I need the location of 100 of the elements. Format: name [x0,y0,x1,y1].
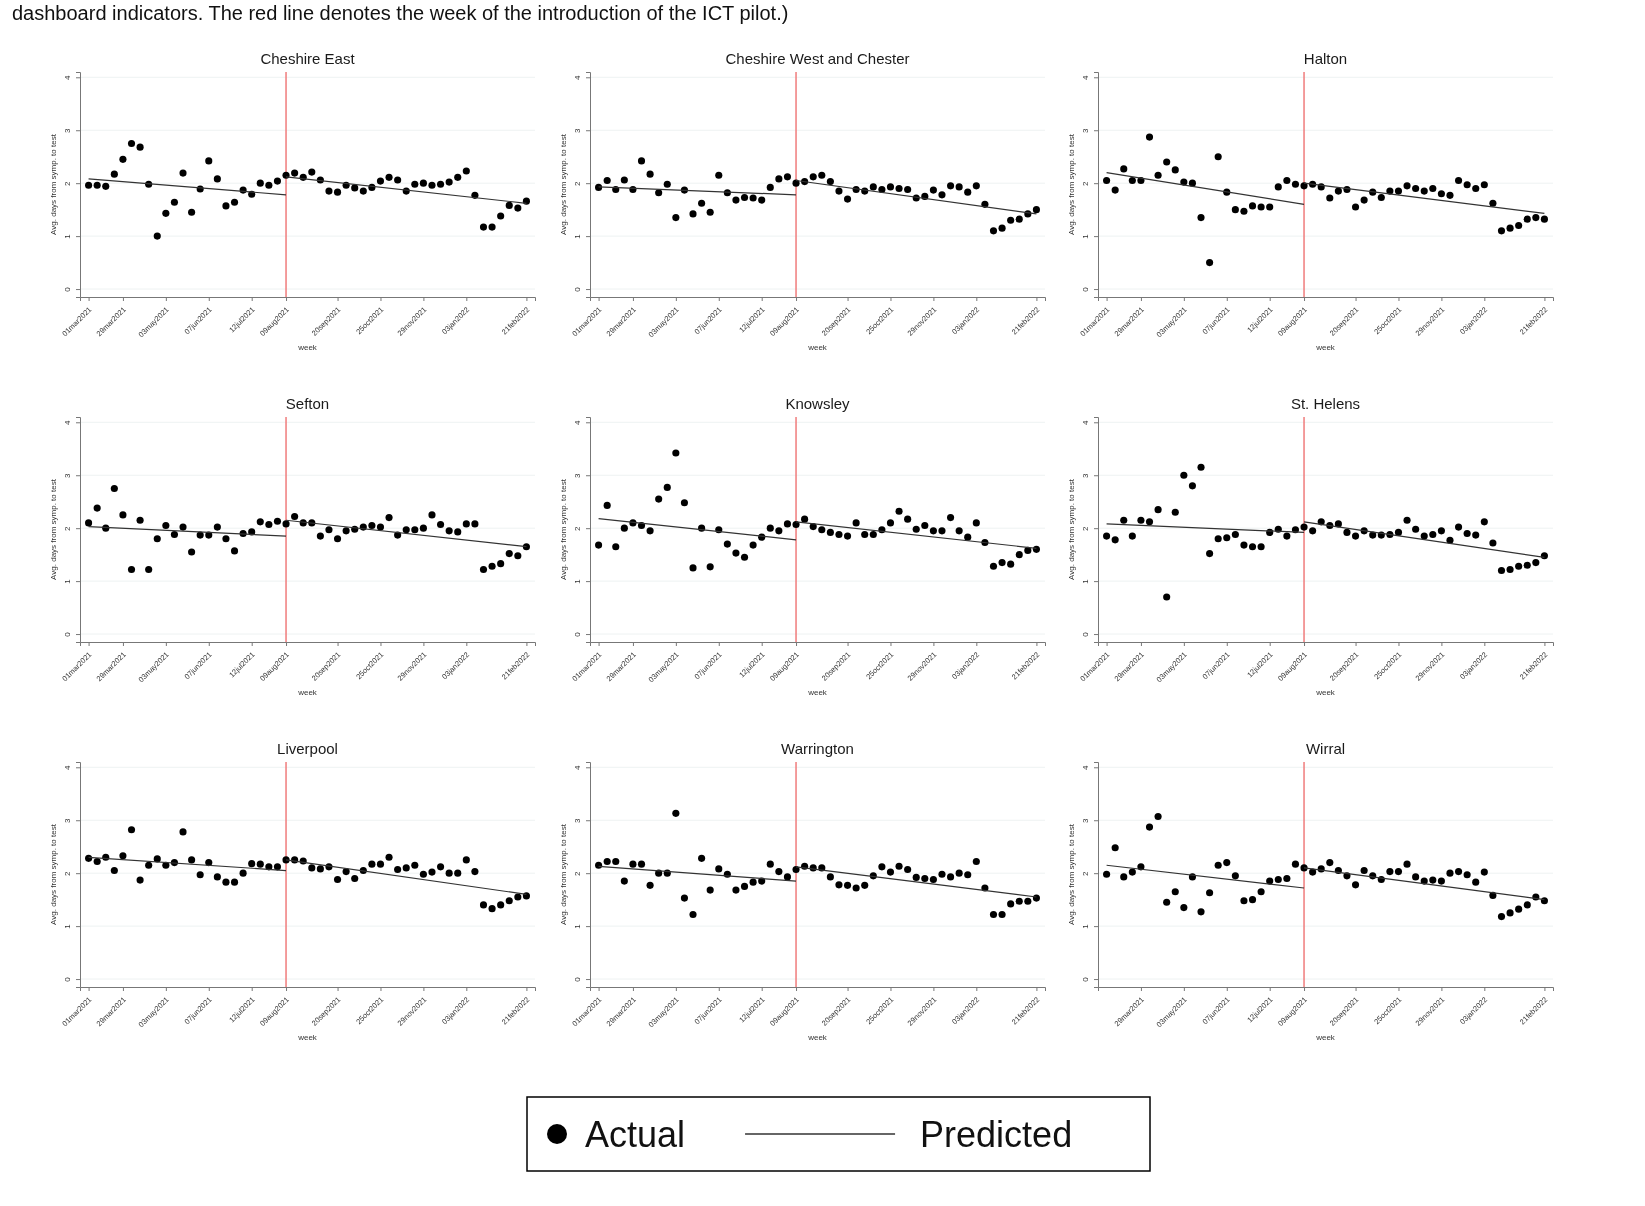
point [1015,551,1023,559]
point [119,511,127,519]
point [1351,203,1360,211]
point [672,809,680,817]
point [93,857,101,866]
point [689,910,697,919]
point [801,515,809,523]
point [1120,165,1128,173]
point [1394,868,1403,876]
point [127,565,136,574]
point [85,181,93,189]
chart-title: Liverpool [277,740,338,757]
point [222,535,230,543]
point [488,905,496,913]
point [672,214,680,222]
y-tick-label: 4 [573,420,582,426]
point [1420,187,1428,195]
y-tick-label: 1 [1081,233,1090,239]
point [947,182,955,190]
y-axis-title: Avg. days from symp. to test [49,478,58,580]
point [680,499,688,507]
point [1446,191,1454,199]
point [1472,878,1480,886]
point [1274,183,1282,191]
point [222,202,230,210]
point [471,520,479,528]
point [265,181,273,189]
chart-title: Cheshire East [260,50,356,67]
point [488,223,496,231]
y-axis-title: Avg. days from symp. to test [49,133,58,235]
point [1463,529,1471,538]
y-tick-label: 1 [63,233,72,239]
point [947,514,955,522]
y-tick-label: 0 [63,976,72,982]
point [1154,506,1162,514]
x-axis-title: week [1315,343,1336,352]
point [479,223,488,231]
point [672,449,680,457]
point [1291,860,1300,868]
point [145,565,153,574]
x-axis-title: week [1315,1033,1336,1042]
point [1180,471,1188,479]
y-axis-title: Avg. days from symp. to test [1067,133,1076,235]
point [1523,901,1531,909]
point [145,861,153,869]
point [273,177,282,185]
point [1326,194,1334,202]
point [869,183,877,191]
chart-title: St. Helens [1290,395,1361,412]
point [497,560,505,568]
point [989,910,998,919]
point [646,527,654,535]
point [1015,215,1023,223]
point [629,860,637,868]
point [316,532,324,540]
point [170,530,178,539]
point [1007,900,1015,908]
y-tick-label: 1 [1081,578,1090,584]
point [1024,546,1032,554]
point [1171,508,1179,516]
y-axis-title: Avg. days from symp. to test [1067,823,1076,925]
point [1032,206,1040,214]
point [775,175,783,183]
point [1377,193,1385,202]
point [1455,176,1463,185]
point [938,527,946,535]
point [595,541,603,549]
point [93,181,101,189]
point [775,527,783,535]
point [929,186,937,194]
point [878,863,886,871]
point [1360,866,1368,875]
point [419,870,427,878]
y-tick-label: 3 [573,817,582,823]
point [497,212,505,220]
point [394,865,402,874]
point [333,875,342,884]
point [1326,859,1334,867]
point [230,198,239,206]
point [749,194,757,202]
point [351,184,359,192]
point [497,901,505,909]
point [972,857,980,866]
point [93,504,101,512]
point [162,861,170,869]
point [972,182,980,190]
point [723,540,731,548]
point [1180,904,1188,912]
point [1145,133,1154,141]
point [1334,187,1342,195]
point [428,511,436,519]
point [1137,516,1145,524]
y-tick-label: 3 [63,127,72,133]
point [826,178,834,186]
point [188,856,196,864]
point [1497,566,1506,575]
point [1455,868,1463,876]
point [188,548,196,556]
point [213,873,221,881]
point [1489,199,1497,207]
